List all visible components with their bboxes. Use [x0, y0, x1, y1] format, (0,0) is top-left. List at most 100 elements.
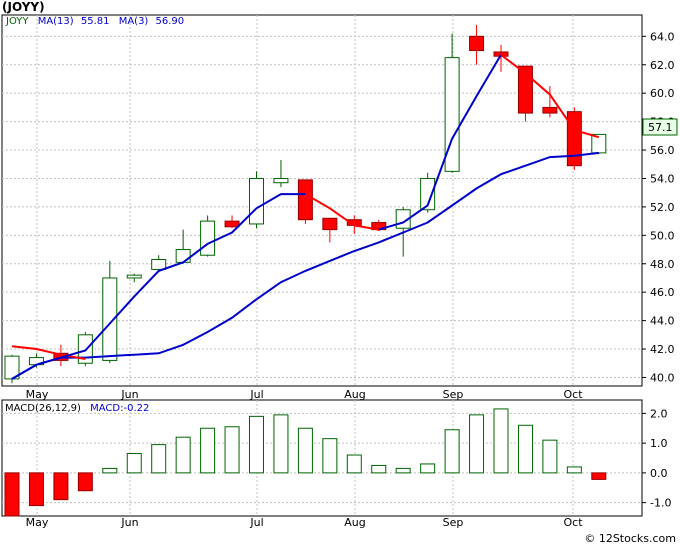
- macd-legend: MACD(26,12,9) MACD:-0.22: [5, 403, 149, 414]
- ma3-line-segment: [11, 345, 86, 360]
- macd-bar-positive: [444, 429, 460, 474]
- price-y-tick-label: 50.0: [650, 229, 675, 242]
- candle-down: [566, 111, 582, 167]
- macd-x-tick-label: Aug: [344, 516, 365, 529]
- ma3-line-segment: [500, 54, 600, 139]
- macd-bar-positive: [322, 438, 338, 474]
- candle-up: [175, 249, 191, 263]
- macd-bar-positive: [420, 463, 436, 474]
- price-y-axis: 40.042.044.046.048.050.052.054.056.058.0…: [642, 30, 675, 384]
- last-price-label-text: 57.1: [648, 121, 673, 134]
- legend-ma13-label: MA(13): [38, 16, 74, 27]
- price-y-tick-label: 44.0: [650, 315, 675, 328]
- candle-up: [591, 133, 607, 154]
- macd-legend-value: MACD:-0.22: [90, 403, 149, 414]
- legend-ma3-value: 56.90: [156, 16, 185, 27]
- candle-up: [420, 177, 436, 211]
- price-x-tick-label: Sep: [443, 388, 464, 401]
- legend-ma13-value: 55.81: [81, 16, 110, 27]
- candle-down: [322, 217, 338, 231]
- price-panel-frame: [1, 14, 643, 387]
- last-price-label-box: [642, 118, 678, 136]
- ma3-line-segment: [11, 193, 306, 380]
- price-y-tick-label: 62.0: [650, 59, 675, 72]
- macd-x-tick-label: May: [26, 516, 49, 529]
- macd-bar-positive: [566, 466, 582, 474]
- macd-y-tick-label: -1.0: [650, 497, 671, 510]
- macd-panel-frame: [1, 399, 643, 517]
- price-y-tick-label: 52.0: [650, 201, 675, 214]
- candle-up: [102, 277, 118, 361]
- candle-down: [224, 220, 240, 228]
- candle-down: [542, 106, 558, 114]
- price-y-tick-label: 40.0: [650, 371, 675, 384]
- macd-bar-negative: [77, 472, 93, 492]
- macd-bar-negative: [28, 472, 44, 507]
- price-x-tick-label: May: [26, 388, 49, 401]
- price-x-tick-label: Jun: [120, 388, 138, 401]
- price-y-tick-label: 60.0: [650, 87, 675, 100]
- ma13-line: [11, 151, 599, 380]
- candle-up: [126, 274, 142, 279]
- price-panel: 40.042.044.046.048.050.052.054.056.058.0…: [1, 14, 678, 401]
- macd-panel: -1.0 0.0 1.0 2.0 May Jun Jul Aug Sep Oct MACD(26…: [1, 399, 671, 529]
- macd-y-tick-label: 1.0: [650, 437, 668, 450]
- macd-bar-positive: [542, 439, 558, 474]
- macd-bar-positive: [469, 414, 485, 474]
- macd-bar-positive: [297, 427, 313, 474]
- macd-legend-label: MACD(26,12,9): [5, 403, 81, 414]
- macd-bar-positive: [273, 414, 289, 474]
- macd-bar-positive: [346, 454, 362, 474]
- candle-up: [273, 177, 289, 184]
- macd-bar-negative: [591, 472, 607, 480]
- ma3-line-segment: [378, 54, 502, 231]
- price-x-axis: May Jun Jul Aug Sep Oct: [26, 388, 584, 401]
- macd-bar-negative: [4, 472, 20, 517]
- macd-bar-positive: [249, 415, 264, 474]
- macd-bar-positive: [517, 424, 533, 474]
- price-x-tick-label: Oct: [563, 388, 583, 401]
- macd-x-tick-label: Oct: [563, 516, 583, 529]
- ma3-line-segment: [304, 193, 379, 231]
- macd-bars: [4, 408, 607, 517]
- macd-y-axis: -1.0 0.0 1.0 2.0: [642, 407, 671, 510]
- macd-bar-positive: [395, 467, 411, 474]
- macd-bar-negative: [53, 472, 69, 501]
- macd-bar-positive: [224, 426, 240, 474]
- legend-ticker: JOYY: [5, 16, 29, 27]
- last-price-label: 57.1: [642, 118, 678, 136]
- legend: JOYY MA(13) 55.81 MA(3) 56.90: [5, 16, 184, 27]
- macd-bar-positive: [371, 464, 387, 474]
- legend-ma3-label: MA(3): [119, 16, 149, 27]
- macd-bar-positive: [200, 427, 216, 474]
- price-x-tick-label: Jul: [249, 388, 263, 401]
- candle-up: [249, 177, 264, 225]
- price-y-tick-label: 42.0: [650, 343, 675, 356]
- chart-title: (JOYY): [2, 0, 45, 14]
- watermark: © 12Stocks.com: [584, 532, 676, 545]
- price-y-tick-label: 56.0: [650, 144, 675, 157]
- moving-average-lines: [11, 54, 600, 380]
- macd-bar-positive: [493, 408, 509, 474]
- price-grid: [2, 15, 642, 386]
- macd-x-tick-label: Sep: [443, 516, 464, 529]
- price-y-tick-label: 46.0: [650, 286, 675, 299]
- macd-bar-positive: [151, 444, 167, 474]
- price-y-tick-label: 54.0: [650, 172, 675, 185]
- macd-x-tick-label: Jul: [249, 516, 263, 529]
- macd-bar-positive: [102, 467, 118, 474]
- macd-x-tick-label: Jun: [120, 516, 138, 529]
- macd-y-tick-label: 0.0: [650, 467, 668, 480]
- macd-x-axis: May Jun Jul Aug Sep Oct: [26, 516, 584, 529]
- price-y-tick-label: 48.0: [650, 258, 675, 271]
- candle-down: [469, 35, 485, 52]
- candle-up: [151, 258, 167, 270]
- price-y-tick-label: 64.0: [650, 30, 675, 43]
- candle-up: [444, 57, 460, 172]
- candle-down: [297, 179, 313, 221]
- macd-y-tick-label: 2.0: [650, 407, 668, 420]
- candle-down: [517, 65, 533, 114]
- macd-bar-positive: [175, 436, 191, 474]
- macd-bar-positive: [126, 453, 142, 474]
